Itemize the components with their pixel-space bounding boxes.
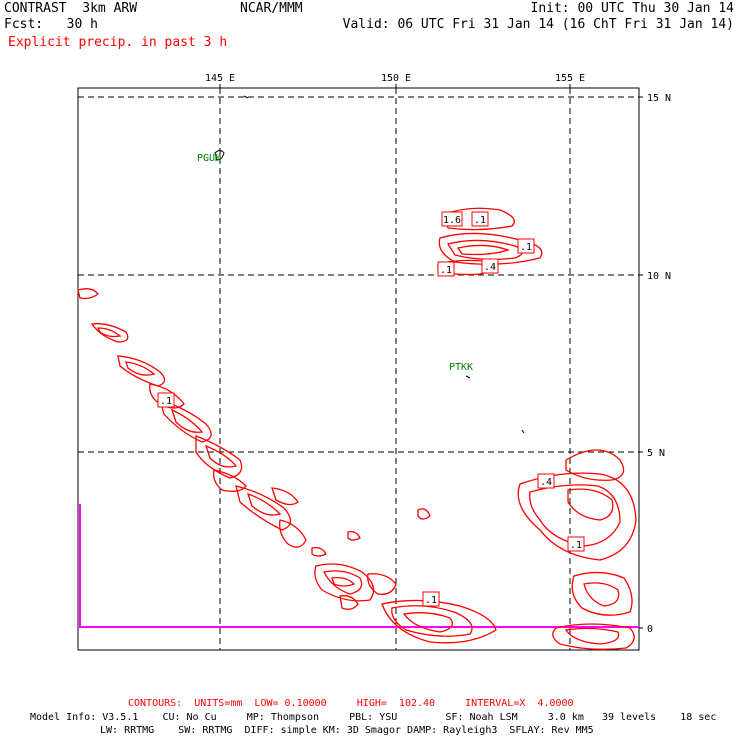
contour — [96, 327, 122, 338]
contour-label: 1.6 — [443, 215, 461, 226]
model-info-line1: Model Info: V3.5.1 CU: No Cu MP: Thompso… — [30, 712, 717, 723]
contour — [213, 469, 247, 492]
map-frame — [77, 87, 640, 651]
model-info-line2: LW: RRTMG SW: RRTMG DIFF: simple KM: 3D … — [100, 725, 594, 736]
contour — [571, 571, 633, 616]
contour — [417, 508, 431, 520]
init-time: Init: 00 UTC Thu 30 Jan 14 — [530, 1, 735, 16]
contour — [564, 627, 620, 645]
contour — [331, 576, 356, 587]
contour — [170, 408, 204, 433]
contour — [565, 449, 625, 481]
contour — [246, 492, 282, 516]
contour — [90, 323, 129, 343]
lat-label-5n: 5 N — [647, 448, 665, 459]
domain-boundary — [78, 504, 639, 628]
organization-label: NCAR/MMM — [240, 1, 303, 16]
contour — [567, 488, 614, 521]
contour — [456, 244, 511, 256]
lat-label-0: 0 — [647, 624, 653, 635]
contour — [235, 485, 292, 531]
island — [521, 429, 525, 434]
contour — [529, 484, 621, 547]
contour — [367, 573, 397, 595]
contour — [552, 623, 635, 650]
lon-label-150e: 150 E — [381, 73, 411, 84]
contour-label: .1 — [520, 242, 532, 253]
contour-label: .1 — [425, 595, 437, 606]
contour — [125, 361, 156, 376]
model-title: CONTRAST 3km ARW — [4, 1, 138, 16]
contour-label: .1 — [570, 540, 582, 551]
contour — [311, 546, 327, 557]
contour — [314, 563, 375, 602]
contour — [271, 487, 299, 506]
contour — [583, 582, 620, 607]
contour-label-group: 1.6 .1 .1 .4 .1 .1 .4 .1 .1 — [157, 211, 585, 607]
field-title: Explicit precip. in past 3 h — [8, 35, 228, 50]
valid-time: Valid: 06 UTC Fri 31 Jan 14 (16 ChT Fri … — [342, 17, 734, 32]
contour — [77, 288, 99, 300]
lat-label-15n: 15 N — [647, 93, 671, 104]
contour — [117, 355, 166, 387]
contour — [204, 444, 238, 468]
islands — [214, 95, 525, 434]
graticule — [78, 88, 639, 650]
contour — [438, 232, 543, 265]
contour-label: .1 — [160, 396, 172, 407]
contour-label: .1 — [474, 215, 486, 226]
island — [243, 95, 249, 99]
forecast-hour: Fcst: 30 h — [4, 17, 98, 32]
precip-contours — [77, 207, 637, 650]
lat-label-10n: 10 N — [647, 271, 671, 282]
contour-label: .1 — [440, 265, 452, 276]
contour — [339, 595, 359, 610]
contour — [347, 530, 361, 541]
contour-label: .4 — [540, 477, 552, 488]
contour — [391, 605, 473, 637]
station-label-pgum: PGUM — [197, 153, 221, 164]
contour — [402, 612, 454, 633]
station-label-ptkk: PTKK — [449, 362, 473, 373]
contour — [323, 570, 363, 595]
lon-label-145e: 145 E — [205, 73, 235, 84]
contour — [279, 519, 307, 548]
contour — [444, 207, 515, 231]
contour — [195, 435, 243, 479]
contour-label: .4 — [484, 262, 496, 273]
contour — [517, 472, 637, 561]
contour — [149, 383, 185, 409]
island-chuuk — [465, 375, 471, 379]
ticks — [219, 84, 643, 629]
island-guam — [214, 150, 225, 161]
contour-info: CONTOURS: UNITS=mm LOW= 0.10000 HIGH= 10… — [128, 698, 574, 709]
lon-label-155e: 155 E — [555, 73, 585, 84]
contour — [159, 399, 212, 443]
